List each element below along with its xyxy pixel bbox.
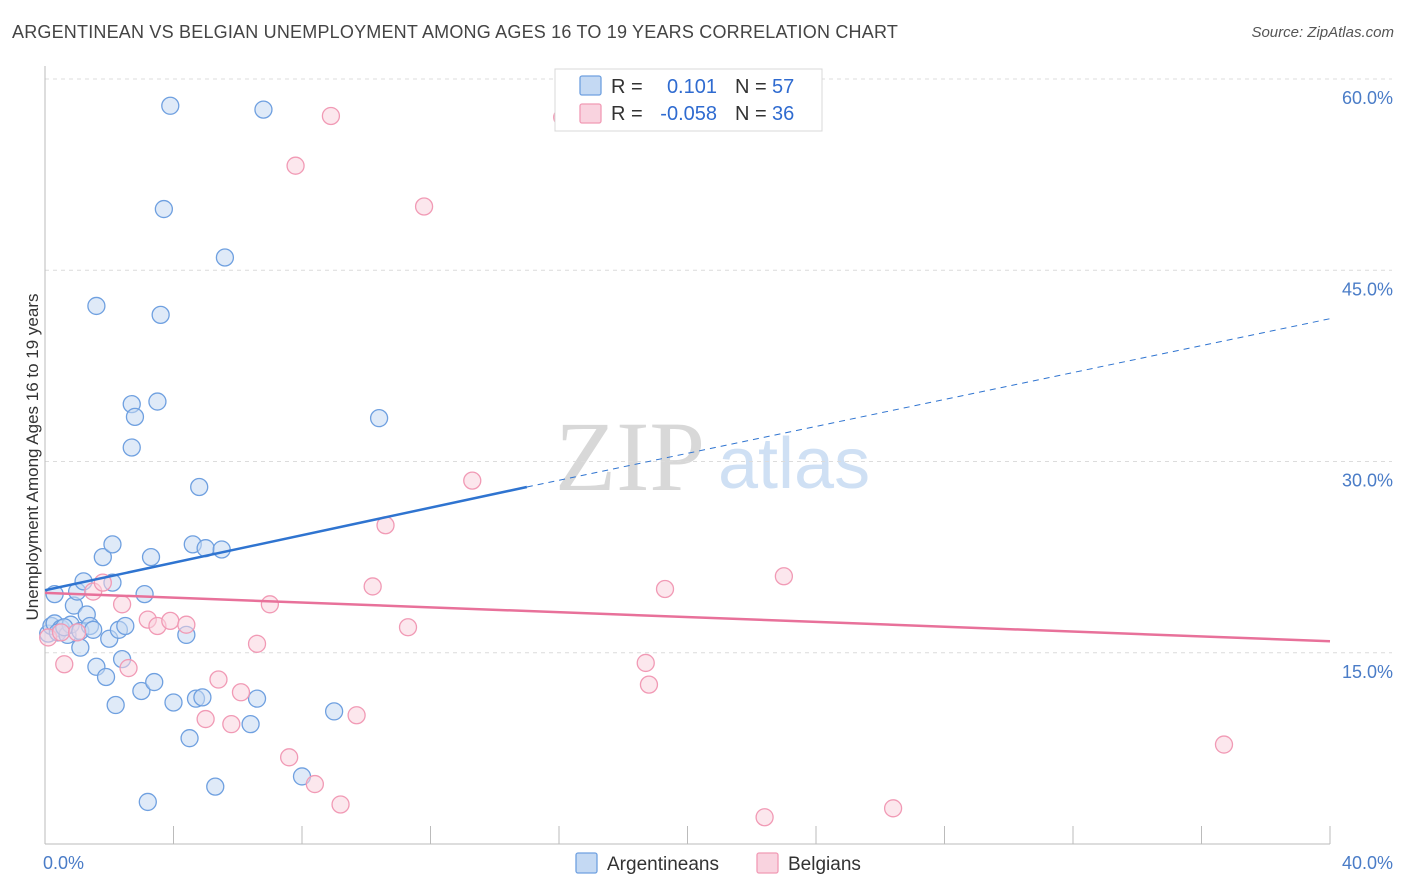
- belgians-point-13: [209, 670, 228, 689]
- argentineans-point-32: [141, 547, 161, 567]
- y-tick-label-0: 15.0%: [1342, 662, 1393, 682]
- belgians-point-7: [119, 658, 138, 678]
- argentineans-point-25: [116, 616, 135, 636]
- chart-title: ARGENTINEAN VS BELGIAN UNEMPLOYMENT AMON…: [12, 22, 899, 42]
- argentineans-point-36: [154, 199, 174, 219]
- argentineans-point-48: [215, 248, 235, 267]
- argentineans-point-15: [84, 620, 103, 639]
- belgians-point-22: [331, 795, 350, 814]
- y-tick-label-1: 30.0%: [1342, 471, 1393, 491]
- argentineans-point-20: [103, 535, 122, 554]
- belgians-point-3: [67, 623, 87, 642]
- argentineans-point-30: [132, 681, 151, 701]
- argentineans-point-55: [138, 792, 157, 812]
- belgians-point-14: [222, 715, 241, 734]
- belgians-point-15: [231, 683, 251, 702]
- belgians-point-31: [639, 675, 659, 694]
- argentineans-point-35: [151, 305, 170, 325]
- gridlines: [45, 78, 1392, 654]
- argentineans-trend-line: [44, 485, 528, 592]
- top-legend: R = 0.101 N = 57 R = -0.058 N = 36: [554, 68, 823, 132]
- argentineans-point-50: [247, 689, 267, 708]
- chart-source: Source: ZipAtlas.com: [1251, 24, 1394, 41]
- argentineans-point-37: [161, 96, 180, 115]
- legend-swatch-belgians: [579, 103, 602, 124]
- bottom-legend-swatch-argentineans: [575, 852, 598, 874]
- legend-n-value-2: 36: [772, 103, 794, 125]
- belgians-point-36: [1214, 735, 1234, 754]
- belgians-point-18: [279, 748, 299, 767]
- y-tick-labels: 15.0% 30.0% 45.0% 60.0%: [1342, 88, 1393, 682]
- argentineans-point-34: [148, 392, 167, 411]
- belgians-point-28: [463, 471, 482, 490]
- bottom-legend-belgians: Belgians: [788, 854, 861, 875]
- argentineans-point-56: [87, 296, 106, 316]
- argentineans-point-26: [106, 695, 125, 715]
- argentineans-points: [39, 96, 389, 812]
- y-tick-label-2: 45.0%: [1342, 279, 1393, 299]
- argentineans-point-54: [369, 408, 389, 428]
- belgians-point-27: [414, 197, 434, 216]
- x-tick-label-1: 40.0%: [1342, 853, 1393, 873]
- legend-swatch-argentineans: [579, 75, 602, 96]
- belgians-point-11: [177, 615, 196, 634]
- bottom-legend: Argentineans Belgians: [575, 852, 861, 875]
- belgians-point-33: [774, 567, 794, 586]
- legend-n-value-1: 57: [772, 76, 794, 98]
- bottom-legend-swatch-belgians: [756, 852, 779, 874]
- y-tick-label-3: 60.0%: [1342, 88, 1393, 108]
- argentineans-point-38: [164, 693, 183, 712]
- belgians-point-16: [247, 634, 267, 653]
- watermark-atlas: atlas: [718, 424, 870, 504]
- argentineans-point-29: [125, 407, 145, 427]
- argentineans-point-18: [96, 667, 116, 687]
- x-tick-label-0: 0.0%: [43, 853, 84, 873]
- belgians-point-32: [655, 579, 675, 599]
- belgians-point-6: [112, 595, 132, 614]
- belgians-point-19: [305, 774, 325, 794]
- belgians-trend-line: [44, 591, 1331, 643]
- argentineans-point-27: [122, 438, 141, 457]
- argentineans-point-53: [324, 702, 344, 721]
- argentineans-point-45: [193, 688, 212, 707]
- belgians-point-12: [196, 709, 215, 729]
- argentineans-point-47: [212, 540, 231, 559]
- belgians-point-21: [286, 156, 305, 175]
- axes: [44, 66, 1331, 845]
- x-tick-labels: 0.0% 40.0%: [43, 853, 1393, 873]
- belgians-point-20: [321, 106, 341, 126]
- argentineans-point-31: [135, 584, 154, 604]
- belgians-point-26: [398, 618, 418, 637]
- belgians-point-10: [161, 611, 180, 631]
- legend-n-label-2: N =: [735, 103, 767, 125]
- argentineans-point-40: [180, 729, 199, 748]
- argentineans-point-51: [254, 100, 273, 119]
- belgians-point-24: [363, 577, 382, 596]
- legend-r-value-2: -0.058: [660, 103, 717, 125]
- legend-n-label-1: N =: [735, 76, 767, 98]
- belgians-point-35: [883, 799, 903, 818]
- belgians-point-2: [55, 655, 74, 674]
- argentineans-point-16: [71, 638, 90, 657]
- trend-lines: [44, 318, 1331, 643]
- bottom-legend-argentineans: Argentineans: [607, 854, 719, 875]
- argentineans-point-19: [93, 547, 112, 567]
- argentineans-point-33: [145, 672, 164, 692]
- y-axis-label: Unemployment Among Ages 16 to 19 years: [23, 294, 42, 621]
- belgians-point-23: [347, 706, 366, 725]
- watermark-zip: ZIP: [555, 401, 705, 512]
- belgians-point-30: [636, 653, 655, 673]
- belgians-point-1: [51, 623, 71, 642]
- legend-r-value-1: 0.101: [667, 76, 717, 98]
- belgians-point-17: [260, 595, 280, 614]
- belgians-point-34: [755, 808, 774, 827]
- argentineans-point-43: [190, 477, 209, 497]
- argentineans-trend-extension: [526, 318, 1331, 488]
- legend-r-label-2: R =: [611, 103, 643, 125]
- argentineans-point-49: [241, 715, 260, 734]
- legend-r-label-1: R =: [611, 76, 643, 98]
- argentineans-point-46: [206, 777, 225, 796]
